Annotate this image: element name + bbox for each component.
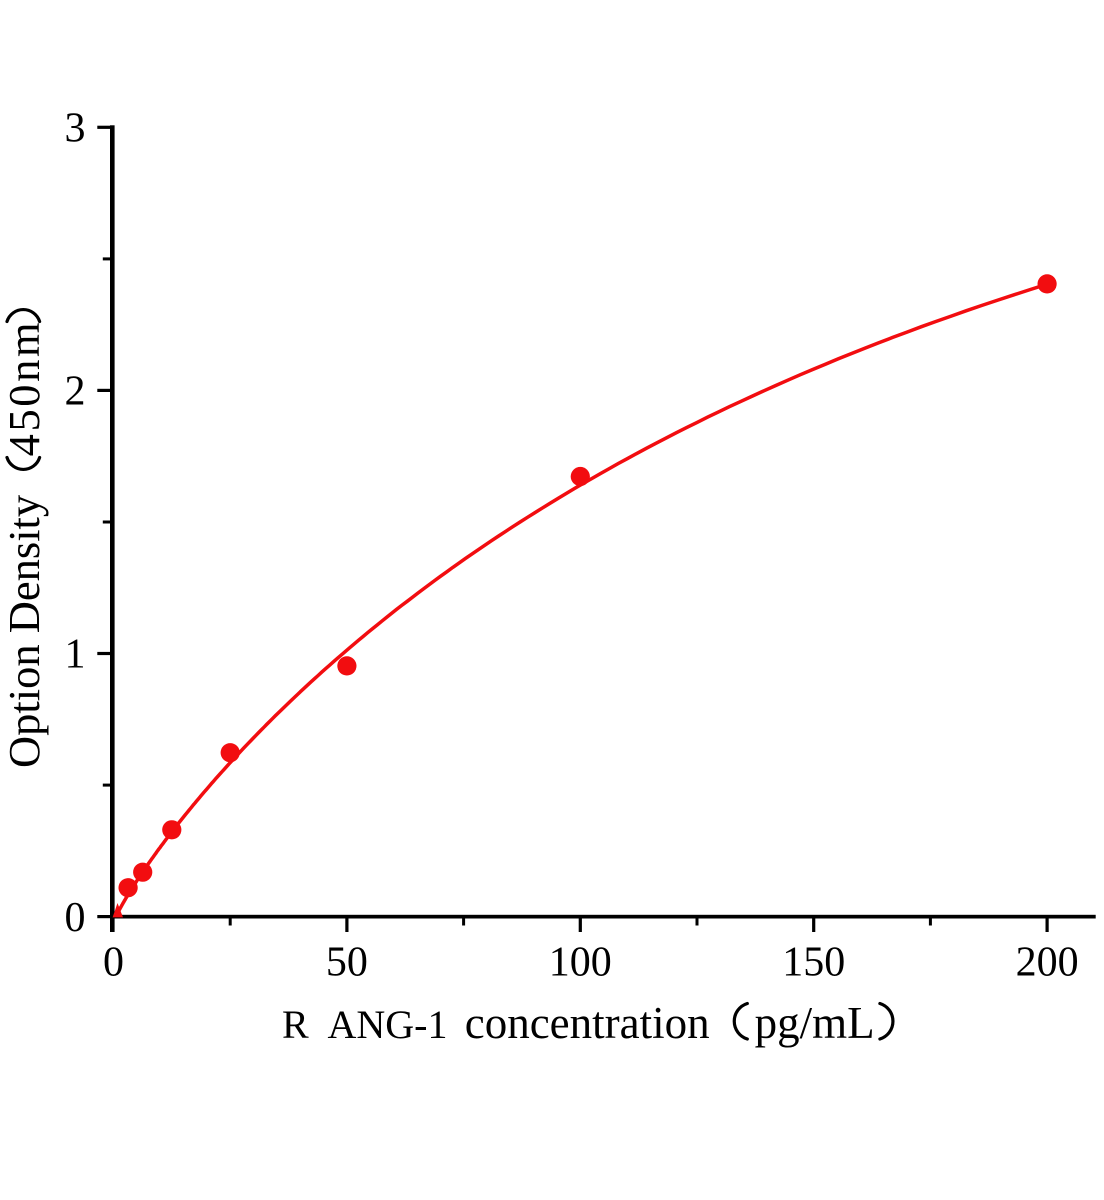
svg-text:450nm: 450nm: [0, 320, 49, 457]
svg-text:Option Density: Option Density: [0, 494, 49, 768]
svg-text:100: 100: [549, 940, 612, 986]
svg-text:50: 50: [326, 940, 368, 986]
svg-text:200: 200: [1016, 940, 1079, 986]
svg-text:3: 3: [65, 105, 86, 151]
svg-text:0: 0: [103, 940, 124, 986]
svg-text:1: 1: [65, 632, 86, 678]
svg-text:0: 0: [65, 895, 86, 941]
svg-text:2: 2: [65, 369, 86, 415]
svg-text:150: 150: [782, 940, 845, 986]
